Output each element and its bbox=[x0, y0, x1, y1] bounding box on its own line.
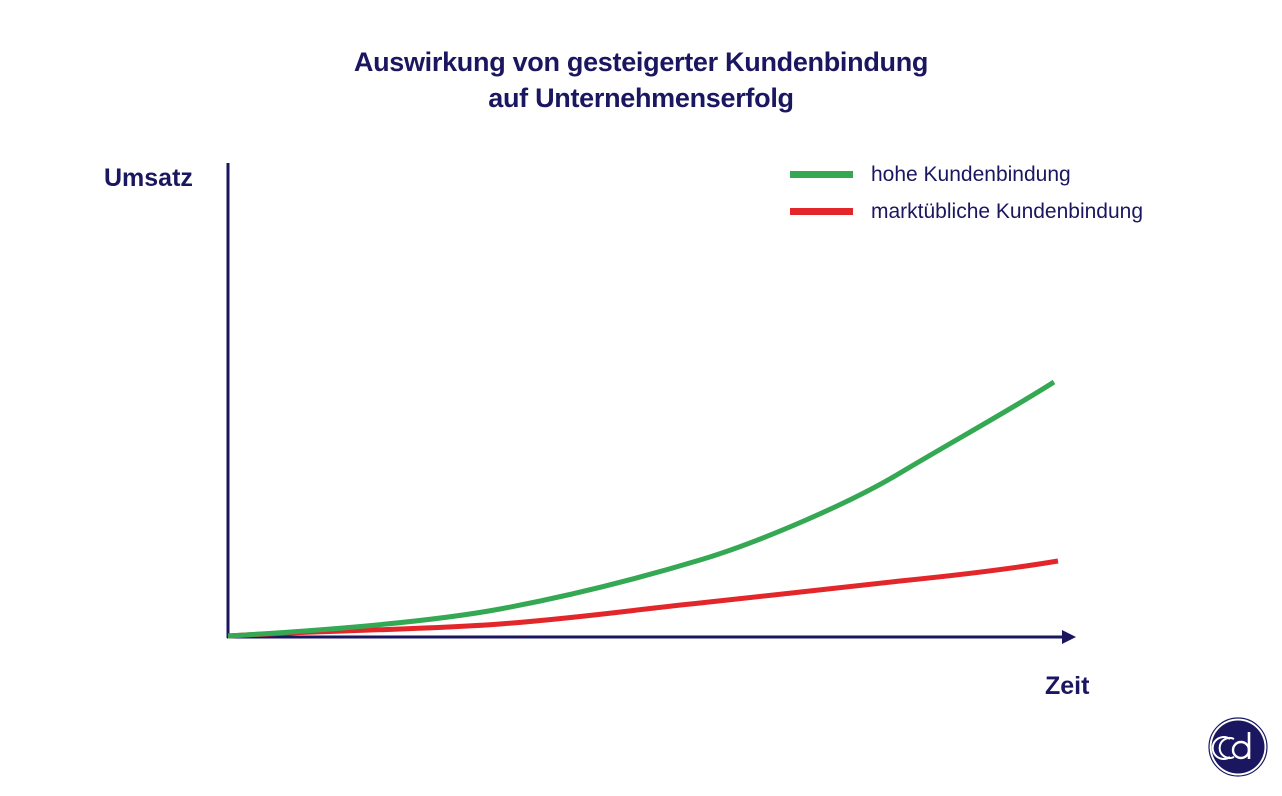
series-line-market-retention bbox=[227, 558, 1059, 639]
chart-title-line-1: Auswirkung von gesteigerter Kundenbindun… bbox=[353, 47, 929, 77]
d-logo-icon bbox=[1208, 717, 1268, 777]
series-line-high-retention bbox=[227, 379, 1056, 639]
legend-swatch-green bbox=[790, 171, 853, 178]
legend-item-market-retention: marktübliche Kundenbindung bbox=[790, 193, 1143, 230]
legend-item-high-retention: hohe Kundenbindung bbox=[790, 156, 1143, 193]
x-axis-arrow-icon bbox=[1062, 630, 1076, 644]
chart-title-line-2: auf Unternehmenserfolg bbox=[488, 83, 794, 113]
y-axis-label: Umsatz bbox=[104, 164, 193, 192]
legend-label: marktübliche Kundenbindung bbox=[871, 199, 1144, 223]
legend-swatch-red bbox=[790, 208, 853, 215]
x-axis-label: Zeit bbox=[1045, 672, 1090, 700]
chart-title: Auswirkung von gesteigerter Kundenbindun… bbox=[0, 44, 1282, 116]
legend: hohe Kundenbindung marktübliche Kundenbi… bbox=[790, 156, 1143, 230]
legend-label: hohe Kundenbindung bbox=[871, 162, 1071, 186]
